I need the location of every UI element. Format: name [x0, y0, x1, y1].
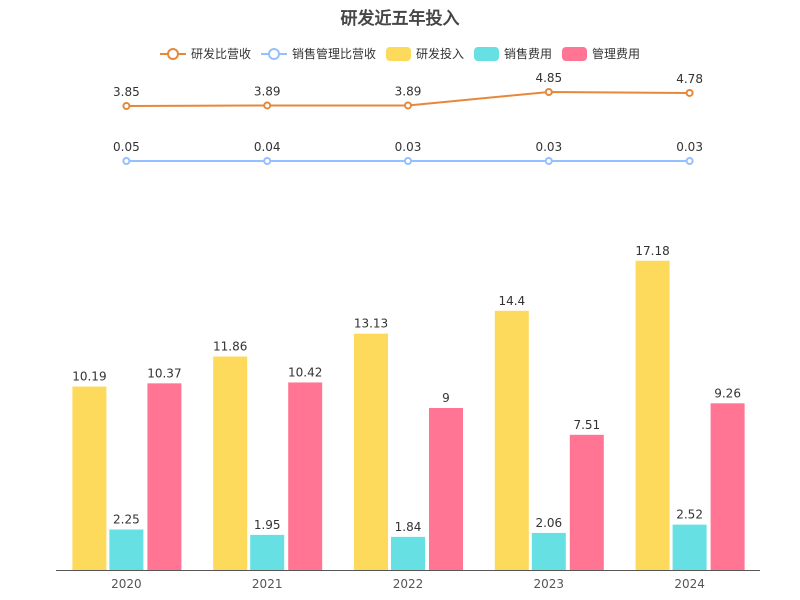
bar-data-label: 13.13 — [354, 317, 388, 331]
line-point[interactable] — [544, 88, 553, 96]
line-point[interactable] — [404, 157, 412, 165]
bar[interactable] — [672, 524, 707, 570]
line-data-label: 4.78 — [676, 72, 703, 86]
legend-label: 研发投入 — [415, 47, 464, 61]
bar[interactable] — [147, 383, 182, 570]
bar-data-label: 9 — [442, 391, 450, 405]
bar-data-label: 11.86 — [213, 340, 247, 354]
bar-data-label: 9.26 — [714, 386, 741, 400]
bar-data-label: 1.95 — [254, 518, 281, 532]
bar[interactable] — [72, 386, 107, 570]
x-tick-label: 2024 — [674, 577, 705, 591]
bar[interactable] — [288, 382, 323, 570]
bar-data-label: 7.51 — [573, 418, 600, 432]
line-point[interactable] — [122, 102, 131, 110]
legend-label: 销售管理比营收 — [291, 47, 376, 61]
line-point[interactable] — [263, 157, 272, 165]
x-tick-label: 2021 — [252, 577, 283, 591]
line-data-label: 3.89 — [254, 84, 281, 98]
line-point[interactable] — [404, 101, 412, 110]
bar-data-label: 2.52 — [676, 508, 703, 522]
legend-item-sales-expense[interactable]: 销售费用 — [474, 45, 552, 62]
line-point[interactable] — [685, 157, 694, 165]
chart-title: 研发近五年投入 — [340, 9, 460, 29]
legend-label: 销售费用 — [504, 47, 553, 61]
legend-item-sales-admin-ratio[interactable]: 销售管理比营收 — [260, 45, 376, 62]
bar-data-label: 10.42 — [288, 365, 322, 379]
line-point[interactable] — [263, 101, 272, 110]
bar[interactable] — [354, 333, 388, 570]
bar[interactable] — [213, 356, 248, 570]
legend-item-admin-expense[interactable]: 管理费用 — [562, 45, 640, 62]
bar-data-label: 14.4 — [498, 294, 525, 308]
bar-data-label: 2.06 — [535, 516, 562, 530]
bar[interactable] — [429, 408, 463, 570]
bar[interactable] — [494, 310, 529, 570]
bar[interactable] — [635, 260, 670, 570]
line-point[interactable] — [685, 88, 694, 97]
bar-data-label: 2.25 — [113, 513, 140, 527]
line-point[interactable] — [544, 157, 553, 165]
x-tick-label: 2022 — [393, 577, 424, 591]
bar-data-label: 17.18 — [635, 244, 669, 258]
x-tick-label: 2023 — [534, 577, 565, 591]
legend: 研发比营收 销售管理比营收 研发投入 销售费用 管理费用 — [0, 45, 800, 62]
bar-data-label: 1.84 — [395, 520, 422, 534]
line-data-label: 3.85 — [113, 85, 140, 99]
legend-swatch-icon — [474, 46, 499, 61]
bar[interactable] — [250, 534, 285, 570]
legend-item-rd-ratio[interactable]: 研发比营收 — [159, 45, 251, 62]
x-tick-label: 2020 — [111, 577, 142, 591]
line-data-label: 0.04 — [254, 140, 281, 154]
legend-item-rd-investment[interactable]: 研发投入 — [385, 45, 464, 62]
legend-label: 研发比营收 — [190, 47, 251, 61]
line-data-label: 0.03 — [535, 140, 562, 154]
line-point[interactable] — [122, 157, 131, 165]
line-data-label: 0.03 — [395, 140, 422, 154]
bar[interactable] — [109, 529, 144, 571]
legend-label: 管理费用 — [592, 47, 641, 61]
line-marker-icon — [260, 47, 287, 60]
legend-swatch-icon — [385, 46, 411, 61]
bar[interactable] — [531, 532, 566, 570]
bar[interactable] — [710, 403, 745, 570]
line-data-label: 3.89 — [395, 84, 422, 98]
line-marker-icon — [159, 47, 186, 60]
bar[interactable] — [391, 536, 425, 570]
line-data-label: 4.85 — [535, 71, 562, 85]
bar[interactable] — [569, 434, 604, 570]
legend-swatch-icon — [562, 46, 588, 61]
line-data-label: 0.03 — [676, 140, 703, 154]
line-data-label: 0.05 — [113, 140, 140, 154]
bar-data-label: 10.37 — [147, 366, 181, 380]
bar-data-label: 10.19 — [72, 370, 106, 384]
